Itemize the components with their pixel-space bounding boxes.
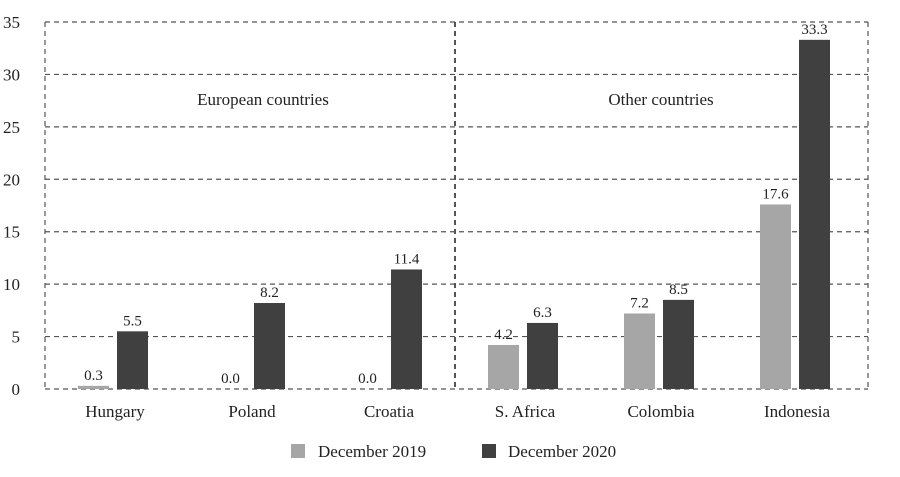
y-tick-label: 10	[3, 275, 20, 294]
legend-label-2019: December 2019	[318, 442, 426, 461]
data-label: 4.2	[494, 327, 513, 343]
data-label: 8.5	[669, 282, 688, 298]
bar-2020	[663, 299, 694, 389]
y-axis: 0 5 10 15 20 25 30 35	[3, 13, 20, 399]
x-tick-label: Poland	[228, 402, 276, 421]
data-label: 33.3	[801, 22, 827, 38]
data-label: 5.5	[123, 313, 142, 329]
x-axis: Hungary Poland Croatia S. Africa Colombia Ind…	[85, 402, 830, 421]
y-tick-label: 5	[12, 328, 21, 347]
data-label: 6.3	[533, 305, 552, 321]
x-tick-label: S. Africa	[495, 402, 556, 421]
x-tick-label: Croatia	[364, 402, 414, 421]
legend-label-2020: December 2020	[508, 442, 616, 461]
annotation-european: European countries	[197, 90, 329, 109]
x-tick-label: Colombia	[627, 402, 695, 421]
data-label: 7.2	[630, 296, 649, 312]
bar-2020	[527, 322, 558, 389]
data-label: 11.4	[394, 251, 420, 267]
x-tick-label: Indonesia	[764, 402, 831, 421]
y-tick-label: 0	[12, 380, 21, 399]
bar-2019	[78, 385, 109, 389]
data-label: 17.6	[762, 186, 789, 202]
legend: December 2019 December 2020	[291, 442, 616, 461]
y-tick-label: 25	[3, 118, 20, 137]
bar-2020	[254, 303, 285, 389]
data-label: 0.3	[84, 368, 103, 384]
x-tick-label: Hungary	[85, 402, 145, 421]
bar-2019	[760, 204, 791, 389]
annotation-other: Other countries	[608, 90, 713, 109]
legend-swatch-2019	[291, 444, 305, 458]
bars: 0.3 5.5 0.0 8.2 0.0 11.4 4.2 6.3 7.2 8.5 17.6 33.3	[78, 22, 830, 389]
bar-2020	[117, 331, 148, 389]
data-label: 8.2	[260, 285, 279, 301]
bar-2019	[624, 313, 655, 389]
y-tick-label: 35	[3, 13, 20, 32]
y-tick-label: 15	[3, 223, 20, 242]
bar-2020	[391, 269, 422, 389]
data-label: 0.0	[221, 371, 240, 387]
data-label: 0.0	[358, 371, 377, 387]
y-tick-label: 30	[3, 65, 20, 84]
bar-2020	[799, 39, 830, 389]
gridlines	[44, 21, 869, 390]
bar-2019	[488, 344, 519, 389]
y-tick-label: 20	[3, 170, 20, 189]
legend-swatch-2020	[482, 444, 496, 458]
